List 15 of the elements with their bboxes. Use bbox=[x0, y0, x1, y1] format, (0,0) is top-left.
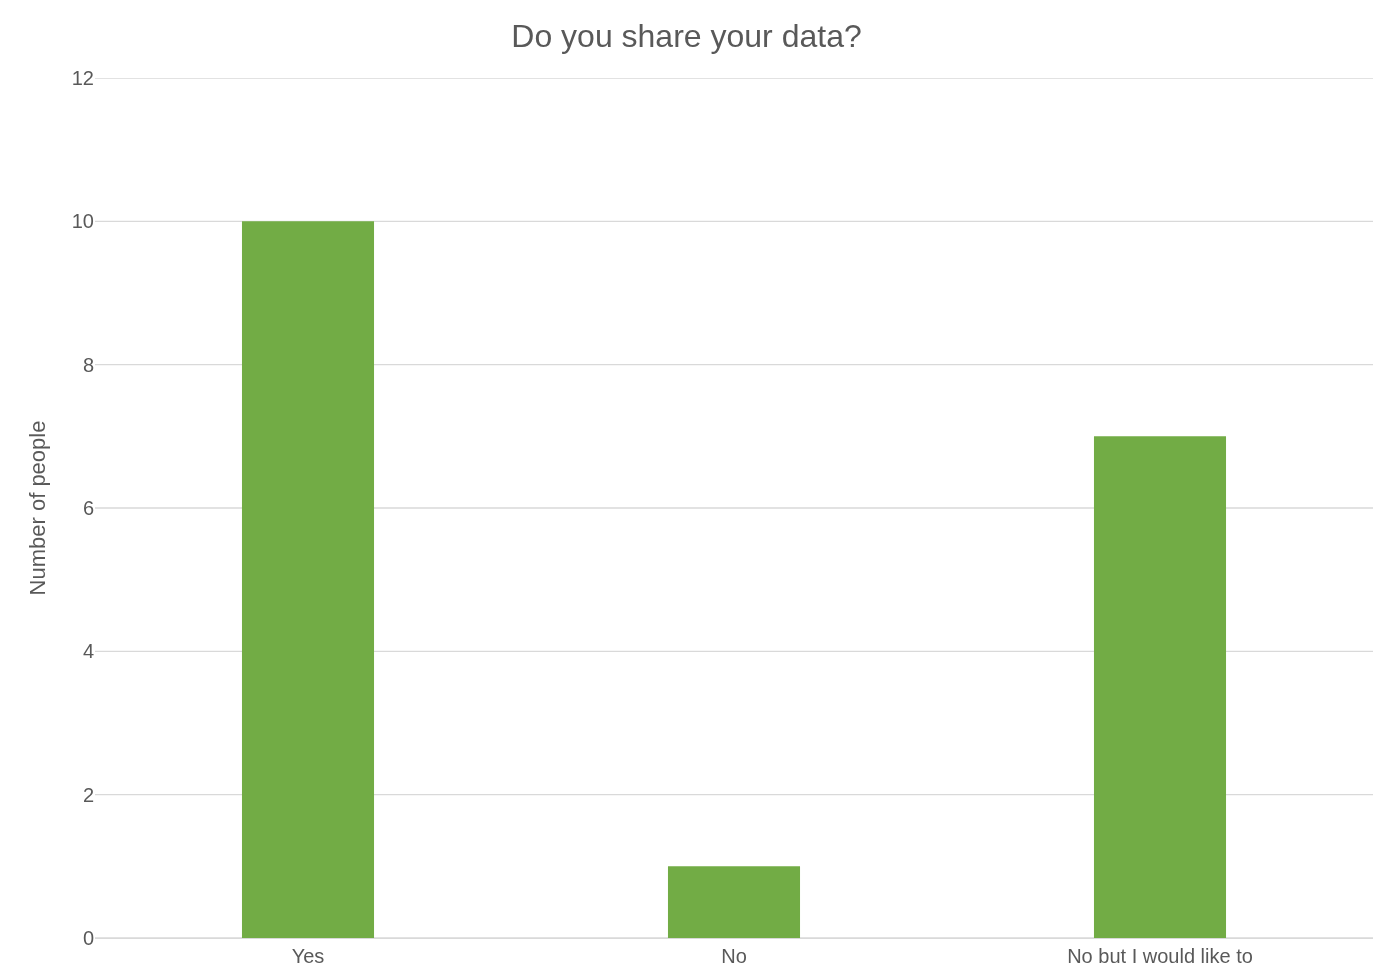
bar bbox=[241, 221, 375, 938]
x-tick-label: Yes bbox=[291, 945, 325, 968]
y-axis-title: Number of people bbox=[24, 420, 50, 596]
bar bbox=[1093, 436, 1227, 938]
y-tick-label: 8 bbox=[82, 353, 94, 376]
x-tick-label: No bbox=[721, 945, 747, 968]
x-tick-label: No but I would like to bbox=[1067, 945, 1253, 968]
chart-title: Do you share your data? bbox=[511, 17, 862, 54]
y-tick-label: 4 bbox=[82, 640, 94, 663]
y-tick-label: 6 bbox=[82, 497, 94, 519]
bar bbox=[667, 866, 801, 938]
y-tick-label: 10 bbox=[71, 210, 94, 233]
y-tick-label: 0 bbox=[82, 927, 94, 949]
y-tick-label: 2 bbox=[82, 783, 94, 806]
y-tick-label: 12 bbox=[71, 67, 94, 89]
